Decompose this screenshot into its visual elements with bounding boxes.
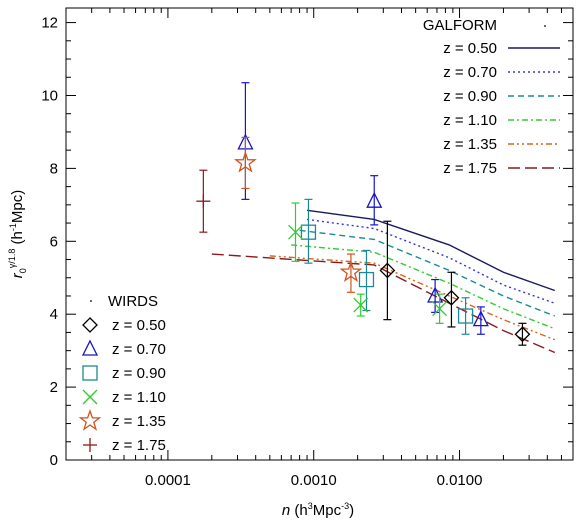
galform-legend: GALFORM z = 0.50 z = 0.70 z = 0.90 z = 1.10 z… <box>423 17 560 177</box>
triangle-marker <box>472 310 489 327</box>
triangle-marker <box>366 191 383 208</box>
diamond-marker <box>514 326 531 343</box>
y-tick-label: 8 <box>50 160 58 177</box>
data-point <box>457 297 474 335</box>
model-line <box>211 253 556 354</box>
data-point <box>358 249 375 312</box>
wirds-legend-label: z = 0.50 <box>112 317 166 334</box>
x-marker <box>432 301 448 317</box>
data-point <box>288 202 303 262</box>
data-point <box>196 169 211 233</box>
wirds-legend-label: z = 0.70 <box>112 341 166 358</box>
y-axis-label: r0γ/1.8 (h-1Mpc) <box>7 190 28 278</box>
data-point <box>366 175 383 226</box>
data-point <box>443 271 460 328</box>
y-tick-label: 10 <box>41 87 58 104</box>
x-axis-label: n (h3Mpc-3) <box>282 501 354 519</box>
data-point <box>472 306 489 335</box>
data-point <box>379 220 396 321</box>
x-marker <box>288 224 303 240</box>
galform-legend-label: z = 0.50 <box>443 40 497 57</box>
square-marker <box>300 224 317 240</box>
square-marker <box>457 308 474 324</box>
diamond-marker <box>443 289 460 306</box>
data-point <box>339 253 363 293</box>
wirds-legend-title: WIRDS <box>108 293 158 310</box>
model-line <box>269 255 556 341</box>
galform-legend-title: GALFORM <box>423 17 497 34</box>
star-marker <box>234 150 257 173</box>
x-tick-label: 0.0010 <box>291 472 337 489</box>
model-line <box>306 209 556 292</box>
wirds-legend-label: z = 0.90 <box>112 365 166 382</box>
observation-points <box>196 82 531 346</box>
x-tick-label: 0.0100 <box>437 472 483 489</box>
model-lines <box>211 209 556 354</box>
diamond-marker <box>379 262 396 279</box>
model-line <box>306 218 556 304</box>
plot-frame <box>65 7 574 461</box>
galform-legend-label: z = 0.90 <box>443 88 497 105</box>
triangle-marker <box>81 339 99 356</box>
data-point <box>234 136 257 190</box>
square-marker <box>358 271 375 288</box>
data-point <box>432 293 448 324</box>
x-axis-ticks: 0.0001 0.0010 0.0100 <box>65 8 574 489</box>
square-marker <box>82 365 98 381</box>
y-tick-label: 2 <box>50 379 58 396</box>
plus-marker <box>196 194 211 209</box>
x-marker-stroke <box>353 297 369 313</box>
star-marker <box>78 409 102 431</box>
x-tick-label: 0.0001 <box>145 472 191 489</box>
data-point <box>353 293 369 317</box>
plus-marker <box>83 438 97 452</box>
y-tick-label: 12 <box>41 15 58 32</box>
wirds-legend-label: z = 1.10 <box>112 389 166 406</box>
model-line <box>291 244 556 330</box>
y-tick-label: 0 <box>50 452 58 469</box>
data-point <box>300 198 317 264</box>
galform-legend-label: z = 1.35 <box>443 136 497 153</box>
wirds-legend-label: z = 1.35 <box>112 413 166 430</box>
y-tick-label: 4 <box>50 306 58 323</box>
data-point <box>514 322 531 346</box>
wirds-legend-dot <box>90 300 92 302</box>
x-marker <box>353 297 369 313</box>
wirds-legend-label: z = 1.75 <box>112 437 166 454</box>
galform-legend-label: z = 0.70 <box>443 64 497 81</box>
x-marker-stroke <box>82 389 98 405</box>
y-tick-label: 6 <box>50 233 58 250</box>
x-marker <box>82 389 98 405</box>
galform-legend-dot <box>544 25 546 27</box>
x-marker-stroke <box>432 301 448 317</box>
wirds-legend: WIRDS z = 0.50 z = 0.70 z = 0.90 z = 1.10 z =… <box>78 293 166 454</box>
diamond-marker <box>82 317 98 333</box>
galform-legend-label: z = 1.75 <box>443 160 497 177</box>
galform-legend-label: z = 1.10 <box>443 112 497 129</box>
model-line <box>299 229 556 317</box>
star-marker <box>339 260 363 283</box>
triangle-marker <box>427 286 444 303</box>
x-marker-stroke <box>288 224 303 240</box>
y-axis-ticks: 0 2 4 6 8 10 12 <box>41 15 573 469</box>
